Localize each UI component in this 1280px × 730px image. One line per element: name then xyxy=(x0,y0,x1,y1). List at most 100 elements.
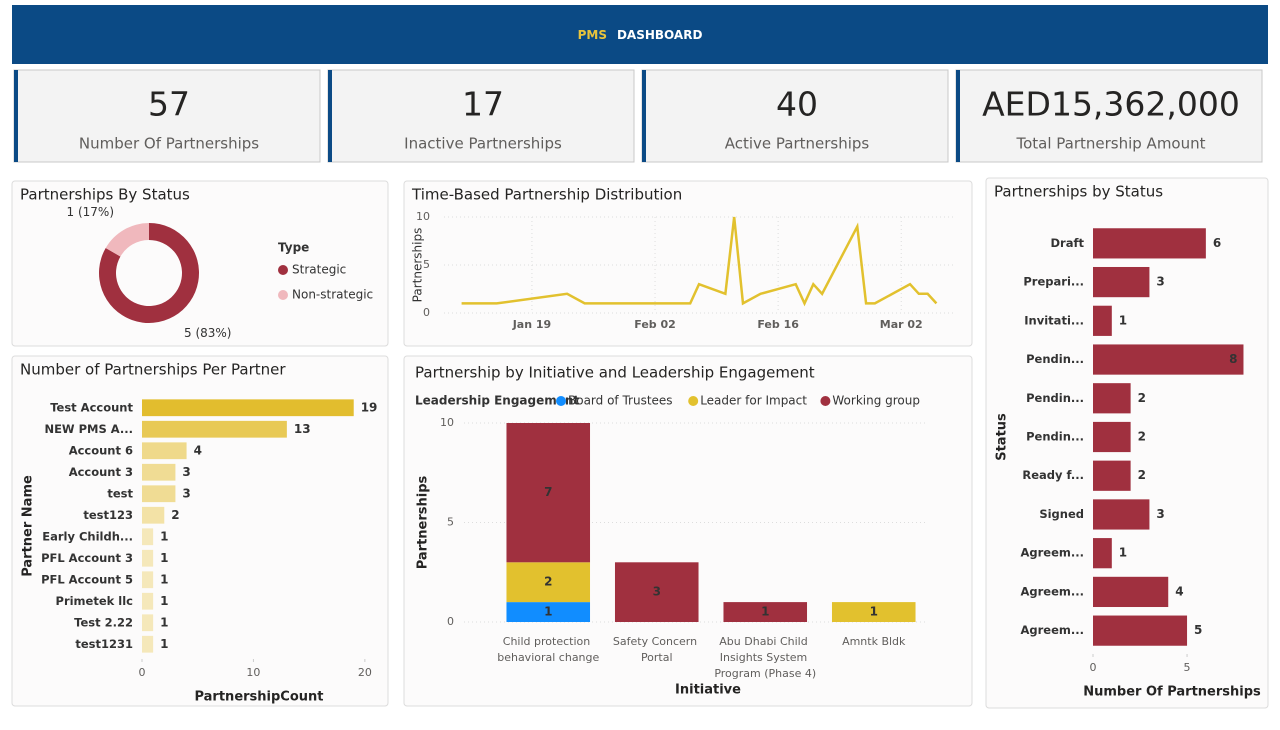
data-label: 3 xyxy=(182,465,190,479)
x-tick-label: 0 xyxy=(139,666,146,679)
y-tick-label: 0 xyxy=(447,615,454,628)
kpi-value: 40 xyxy=(776,85,818,124)
y-tick-label: Account 6 xyxy=(69,443,133,457)
x-tick-line: behavioral change xyxy=(497,651,599,664)
chart-title: Partnerships By Status xyxy=(20,186,190,204)
y-axis-title: Partner Name xyxy=(21,475,36,577)
data-label: 5 (83%) xyxy=(184,326,231,340)
x-tick-label: Feb 02 xyxy=(634,318,676,331)
x-tick-label: 0 xyxy=(1090,661,1097,674)
kpi-label: Inactive Partnerships xyxy=(404,135,562,153)
kpi-card xyxy=(13,69,321,163)
x-tick-label: Amntk Bldk xyxy=(842,635,906,648)
bar-segment xyxy=(614,562,699,622)
y-axis-title: Status xyxy=(995,413,1010,461)
x-tick-label: Mar 02 xyxy=(880,318,923,331)
data-label: 1 xyxy=(160,637,168,651)
bar xyxy=(142,635,154,653)
y-tick-label: 5 xyxy=(423,258,430,271)
chart-title: Time-Based Partnership Distribution xyxy=(411,186,682,204)
x-tick-label: 10 xyxy=(246,666,260,679)
kpi-card xyxy=(955,69,1263,163)
x-tick-line: Abu Dhabi Child xyxy=(719,635,811,648)
bar xyxy=(142,592,154,610)
data-label: 1 xyxy=(870,605,878,619)
kpi-accent xyxy=(642,70,646,162)
kpi-label: Active Partnerships xyxy=(725,135,870,153)
bar xyxy=(142,571,154,589)
data-label: 2 xyxy=(1138,430,1146,444)
x-tick-label: 20 xyxy=(358,666,372,679)
data-label: 4 xyxy=(194,443,202,457)
bar xyxy=(1093,538,1112,569)
legend-label: Leader for Impact xyxy=(700,394,807,408)
data-label: 3 xyxy=(1156,275,1164,289)
y-tick-label: 10 xyxy=(440,416,454,429)
x-tick-label: Abu Dhabi Child Insights System Program … xyxy=(714,635,816,680)
data-label: 1 xyxy=(160,551,168,565)
bar xyxy=(1093,499,1150,530)
y-axis-title: Partnerships xyxy=(411,228,425,303)
bar xyxy=(1093,266,1150,298)
bar-segment xyxy=(831,602,916,622)
data-label: 2 xyxy=(544,575,552,589)
panel xyxy=(11,180,389,347)
y-tick-label: Test 2.22 xyxy=(74,615,133,629)
data-label: 13 xyxy=(294,422,311,436)
bar xyxy=(1093,344,1244,375)
x-tick-label: 5 xyxy=(1184,661,1191,674)
bar xyxy=(142,549,154,567)
bar xyxy=(1093,615,1188,646)
data-label: 19 xyxy=(361,400,378,414)
y-tick-label: Primetek llc xyxy=(56,594,134,608)
x-tick-line: Program (Phase 4) xyxy=(714,667,816,680)
x-tick-line: Child protection xyxy=(503,635,594,648)
data-label: 2 xyxy=(171,508,179,522)
y-tick-label: Prepari... xyxy=(1023,275,1084,289)
kpi-label: Number Of Partnerships xyxy=(79,135,259,153)
x-tick-label: Child protection behavioral change xyxy=(497,635,599,664)
bar xyxy=(142,485,176,503)
x-tick-line: Portal xyxy=(641,651,673,664)
y-tick-label: Agreem... xyxy=(1021,584,1085,598)
data-label: 2 xyxy=(1138,391,1146,405)
legend-marker xyxy=(278,265,288,275)
kpi-accent xyxy=(14,70,18,162)
bar-segment xyxy=(506,562,591,603)
data-label: 1 xyxy=(1119,313,1127,327)
y-tick-label: Agreem... xyxy=(1021,623,1085,637)
data-label: 1 xyxy=(761,605,769,619)
y-tick-label: Ready f... xyxy=(1022,468,1084,482)
donut-slice xyxy=(99,223,199,323)
kpi-value: AED15,362,000 xyxy=(982,85,1240,124)
y-tick-label: test xyxy=(107,486,133,500)
y-axis-title: Partnerships xyxy=(416,475,431,569)
chart-title: Partnerships by Status xyxy=(994,183,1163,201)
y-tick-label: Pendin... xyxy=(1026,352,1084,366)
data-label: 1 xyxy=(1119,546,1127,560)
bar xyxy=(142,506,165,524)
y-tick-label: NEW PMS A... xyxy=(44,422,133,436)
x-tick-label: Jan 19 xyxy=(512,318,551,331)
y-tick-label: Draft xyxy=(1051,236,1085,250)
data-label: 6 xyxy=(1213,236,1221,250)
legend-marker xyxy=(688,396,699,406)
legend-title: Type xyxy=(278,241,309,255)
kpi-value: 57 xyxy=(148,85,190,124)
bar xyxy=(142,399,354,417)
data-label: 1 xyxy=(544,605,552,619)
y-tick-label: test123 xyxy=(83,508,133,522)
y-tick-label: Pendin... xyxy=(1026,430,1084,444)
data-label: 2 xyxy=(1138,468,1146,482)
line-series xyxy=(461,216,938,307)
y-tick-label: 5 xyxy=(447,516,454,529)
x-tick-line: Safety Concern xyxy=(613,635,701,648)
data-label: 4 xyxy=(1175,584,1183,598)
legend-marker xyxy=(556,396,566,406)
x-tick-line: Amntk Bldk xyxy=(842,635,906,648)
x-tick-label: Feb 16 xyxy=(757,318,799,331)
header-bar xyxy=(12,5,1268,64)
kpi-label: Total Partnership Amount xyxy=(1015,135,1205,153)
kpi-card xyxy=(641,69,949,163)
bar xyxy=(1093,305,1112,336)
